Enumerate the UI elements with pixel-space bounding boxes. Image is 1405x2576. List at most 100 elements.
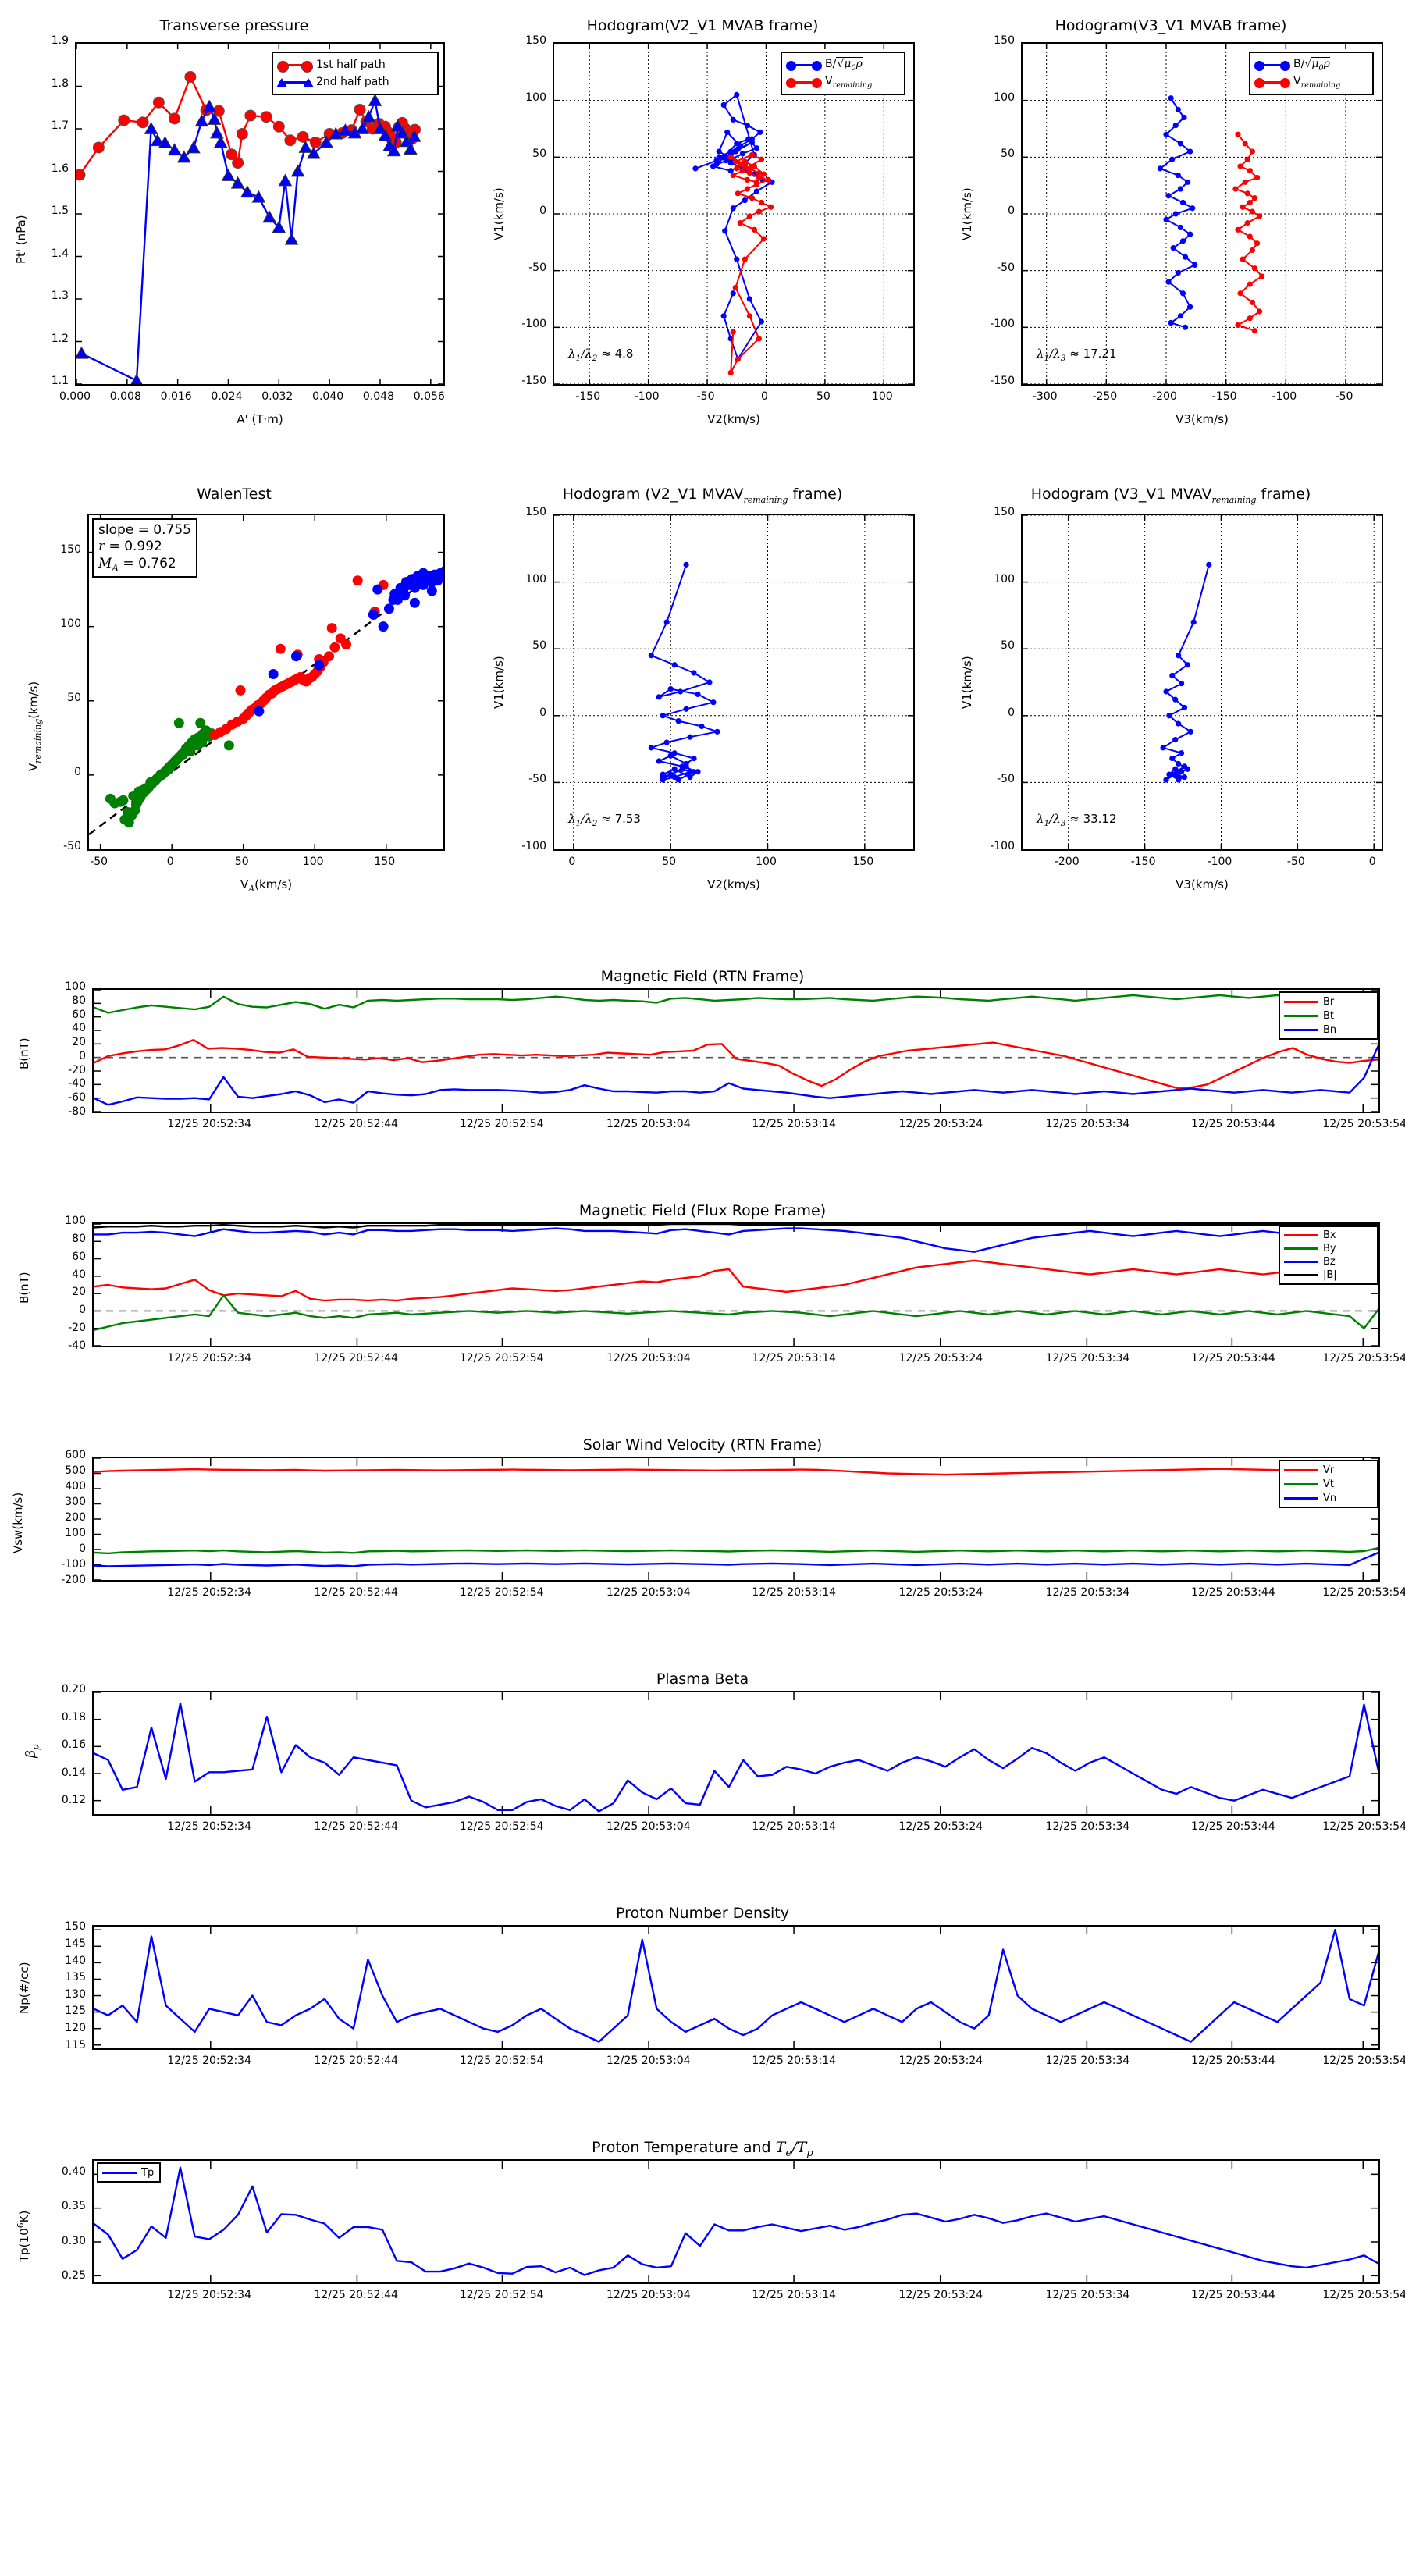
y-tick-label: -100 bbox=[521, 840, 546, 852]
legend-item-by[interactable]: By bbox=[1284, 1242, 1373, 1255]
x-tick-label: 12/25 20:53:34 bbox=[1045, 1352, 1130, 1364]
x-tick-label: 0.032 bbox=[261, 390, 293, 403]
eigenvalue-ratio-value: 4.8 bbox=[614, 347, 634, 361]
x-tick-label: 12/25 20:52:54 bbox=[459, 2289, 544, 2301]
legend-item-2nd-half[interactable]: 2nd half path bbox=[276, 73, 432, 91]
legend-bfield-rtn[interactable]: Br Bt Bn bbox=[1279, 991, 1378, 1040]
y-tick-label: 0 bbox=[1008, 205, 1015, 217]
legend-swatch-circle-red bbox=[277, 60, 313, 73]
y-tick-label: 40 bbox=[72, 1022, 86, 1035]
legend-item-vremaining[interactable]: Vremaining bbox=[1254, 73, 1367, 91]
legend-label: 1st half path bbox=[316, 59, 386, 71]
stat-r: r = 0.992 bbox=[98, 539, 162, 555]
y-tick-label: 1.9 bbox=[51, 34, 69, 47]
panel-hodogram-v3v1-mvav: Hodogram (V3_V1 MVAVremaining frame) λ1/… bbox=[937, 475, 1405, 912]
x-tick-label: 100 bbox=[756, 856, 777, 868]
y-tick-label: 135 bbox=[65, 1971, 86, 1984]
y-tick-label: 0 bbox=[74, 765, 81, 778]
y-tick-label: 125 bbox=[65, 2005, 86, 2018]
legend-item-bx[interactable]: Bx bbox=[1284, 1229, 1373, 1242]
panel-magnetic-field-rtn: Magnetic Field (RTN Frame) Br Bt Bn B(nT… bbox=[0, 968, 1405, 1163]
plot-area-hodogram-v3v1-mvab bbox=[1021, 42, 1383, 386]
plot-area-bfield-rtn bbox=[92, 988, 1380, 1113]
legend-label-vremaining: Vremaining bbox=[1293, 74, 1341, 90]
legend-item-vn[interactable]: Vn bbox=[1284, 1491, 1373, 1505]
legend-hodogram-v3v1-mvab[interactable]: B/√μ0ρ Vremaining bbox=[1249, 52, 1374, 95]
legend-swatch-red bbox=[1254, 77, 1290, 88]
legend-item-bmag[interactable]: |B| bbox=[1284, 1268, 1373, 1282]
legend-transverse-pressure[interactable]: 1st half path 2nd half path bbox=[272, 52, 439, 95]
y-tick-label: 1.8 bbox=[51, 76, 69, 90]
panel-title: Transverse pressure bbox=[159, 17, 309, 34]
x-tick-label: 12/25 20:53:24 bbox=[898, 1352, 984, 1364]
x-tick-label: 12/25 20:53:24 bbox=[898, 2289, 984, 2301]
y-tick-label: -50 bbox=[528, 773, 546, 786]
legend-item-bz[interactable]: Bz bbox=[1284, 1255, 1373, 1268]
panel-title: Proton Number Density bbox=[616, 1905, 789, 1922]
legend-proton-temperature[interactable]: Tp bbox=[97, 2162, 161, 2183]
legend-label: Br bbox=[1323, 995, 1335, 1008]
x-tick-label: 12/25 20:53:44 bbox=[1191, 1586, 1275, 1599]
y-tick-label: 0.14 bbox=[61, 1766, 86, 1779]
legend-item-vr[interactable]: Vr bbox=[1284, 1463, 1373, 1477]
legend-item-tp[interactable]: Tp bbox=[102, 2165, 155, 2179]
legend-item-bt[interactable]: Bt bbox=[1284, 1009, 1373, 1023]
x-tick-label: -50 bbox=[90, 856, 108, 868]
legend-item-vremaining[interactable]: Vremaining bbox=[786, 73, 898, 91]
walen-stats-box: slope = 0.755 r = 0.992 MA = 0.762 bbox=[92, 518, 197, 578]
y-tick-label: 115 bbox=[65, 2038, 86, 2051]
x-tick-label: -50 bbox=[1286, 856, 1305, 868]
y-tick-label: 0 bbox=[79, 1049, 86, 1062]
panel-transverse-pressure: Transverse pressure 1st half path 2nd ha… bbox=[0, 6, 468, 443]
y-tick-label: 0.40 bbox=[61, 2165, 86, 2178]
y-axis-label: V1(km/s) bbox=[492, 656, 506, 709]
y-tick-label: -20 bbox=[68, 1322, 86, 1335]
x-axis-label: V2(km/s) bbox=[707, 412, 760, 426]
y-tick-label: 0 bbox=[1008, 706, 1015, 719]
panel-title: Hodogram (V2_V1 MVAVremaining frame) bbox=[562, 486, 843, 505]
x-tick-label: 12/25 20:53:14 bbox=[752, 1352, 837, 1364]
solar-wind-svg bbox=[94, 1458, 1378, 1580]
x-tick-label: 12/25 20:53:24 bbox=[898, 1118, 984, 1130]
x-tick-label: 12/25 20:53:14 bbox=[752, 1118, 837, 1130]
stat-slope: slope = 0.755 bbox=[98, 522, 191, 538]
x-tick-label: 12/25 20:53:44 bbox=[1191, 1118, 1275, 1130]
legend-item-alfven[interactable]: B/√μ0ρ bbox=[1254, 56, 1367, 73]
legend-hodogram-v2v1-mvab[interactable]: B/√μ0ρ Vremaining bbox=[781, 52, 905, 95]
x-tick-label: 50 bbox=[816, 390, 831, 403]
y-tick-label: 50 bbox=[532, 639, 546, 653]
x-tick-label: 50 bbox=[234, 856, 249, 868]
eigenvalue-ratio-value: 33.12 bbox=[1083, 812, 1117, 826]
y-tick-label: -100 bbox=[990, 318, 1015, 331]
panel-proton-density: Proton Number Density Np(#/cc) 115 120 125… bbox=[0, 1905, 1405, 2100]
x-tick-label: 0.000 bbox=[59, 390, 91, 403]
legend-bfield-fluxrope[interactable]: Bx By Bz |B| bbox=[1279, 1226, 1378, 1285]
legend-item-br[interactable]: Br bbox=[1284, 994, 1373, 1009]
y-tick-label: 100 bbox=[994, 572, 1015, 585]
legend-solar-wind[interactable]: Vr Vt Vn bbox=[1279, 1460, 1378, 1508]
x-tick-label: 0.008 bbox=[109, 390, 141, 403]
proton-temperature-svg bbox=[94, 2161, 1378, 2282]
y-tick-label: 145 bbox=[65, 1937, 86, 1950]
legend-item-1st-half[interactable]: 1st half path bbox=[277, 56, 432, 73]
y-tick-label: 80 bbox=[72, 1232, 86, 1245]
plot-area-transverse-pressure bbox=[75, 42, 445, 386]
legend-item-alfven[interactable]: B/√μ0ρ bbox=[786, 56, 898, 73]
y-tick-label: 100 bbox=[65, 980, 86, 993]
hodogram2-svg bbox=[1023, 44, 1382, 384]
legend-label: Bt bbox=[1323, 1009, 1335, 1022]
x-tick-label: 12/25 20:53:24 bbox=[898, 1586, 984, 1599]
eigenvalue-ratio-annotation: λ1/λ2 ≈ 7.53 bbox=[568, 812, 641, 828]
legend-swatch-red bbox=[786, 77, 822, 88]
legend-item-bn[interactable]: Bn bbox=[1284, 1023, 1373, 1037]
eigenvalue-ratio-value: 17.21 bbox=[1083, 347, 1117, 361]
legend-label: Vt bbox=[1323, 1478, 1334, 1490]
x-tick-label: 12/25 20:52:34 bbox=[167, 1352, 251, 1364]
legend-label: By bbox=[1323, 1243, 1336, 1254]
hodogram1-svg bbox=[554, 44, 913, 384]
panel-title: Plasma Beta bbox=[656, 1670, 749, 1688]
y-tick-label: -20 bbox=[68, 1063, 86, 1076]
legend-item-vt[interactable]: Vt bbox=[1284, 1477, 1373, 1491]
x-tick-label: -100 bbox=[1207, 856, 1232, 868]
